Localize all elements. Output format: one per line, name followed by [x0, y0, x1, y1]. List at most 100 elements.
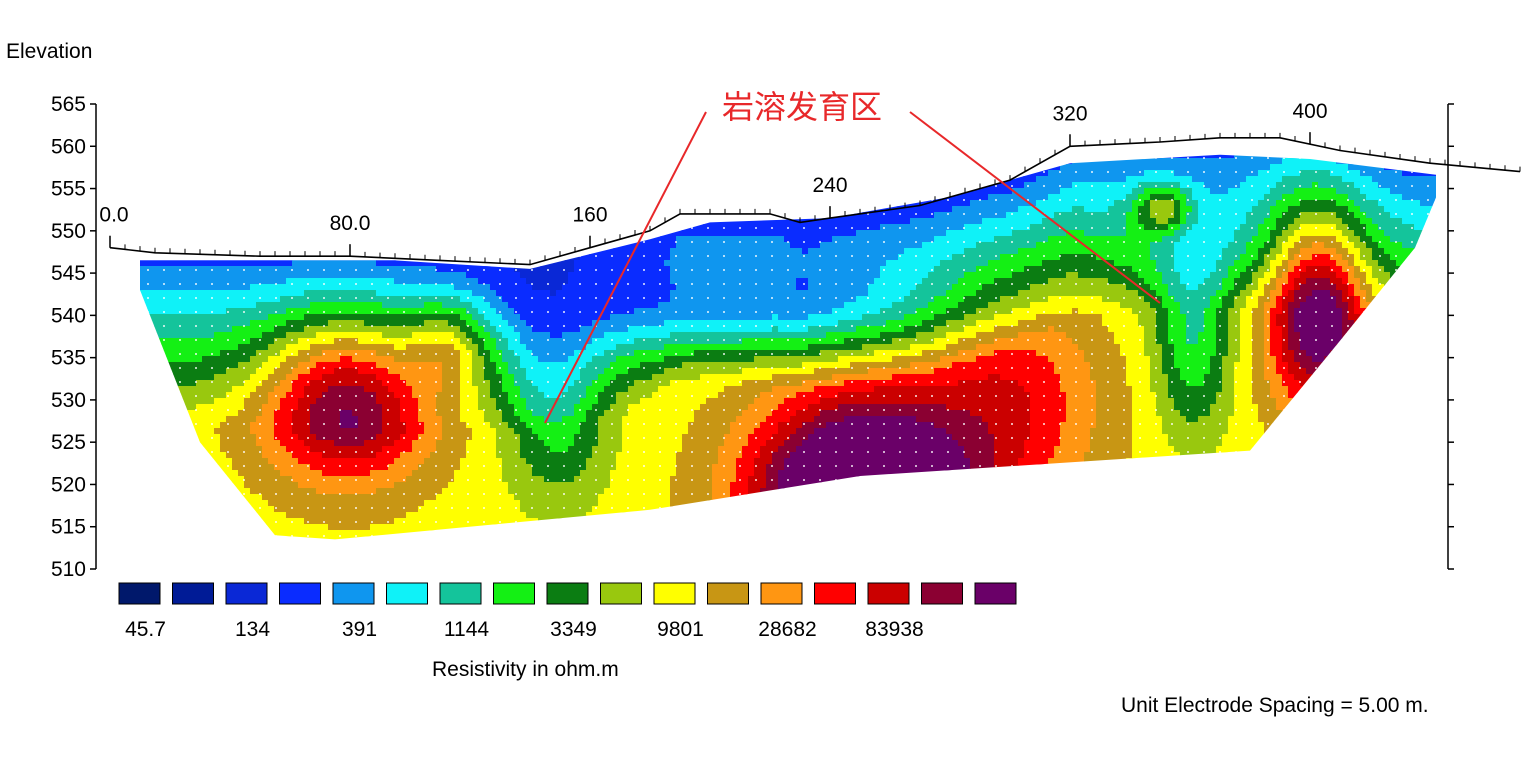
x-tick-label: 240	[812, 174, 847, 197]
resistivity-cell	[1378, 296, 1391, 303]
resistivity-cell	[1066, 494, 1115, 501]
y-tick-label: 560	[51, 135, 86, 158]
resistivity-cell	[1390, 386, 1436, 393]
resistivity-cell	[1324, 410, 1355, 417]
resistivity-cell	[1354, 416, 1385, 423]
resistivity-cell	[1084, 548, 1436, 555]
resistivity-cell	[1426, 296, 1436, 303]
resistivity-cell	[140, 500, 269, 507]
resistivity-cell	[100, 332, 113, 339]
resistivity-cell	[1024, 554, 1079, 561]
resistivity-cell	[514, 230, 539, 237]
resistivity-cell	[1078, 464, 1127, 471]
resistivity-cell	[712, 530, 737, 537]
resistivity-cell	[772, 494, 965, 501]
x-axis-ticks: 0.0 80.0 160 240 320 400	[99, 100, 1328, 257]
resistivity-cell	[1372, 440, 1436, 447]
resistivity-cell	[1294, 398, 1343, 405]
resistivity-cell	[790, 158, 833, 165]
resistivity-cell	[1300, 428, 1343, 435]
colorbar-swatch	[118, 582, 161, 605]
resistivity-cell	[1402, 332, 1436, 339]
datapoint-dots	[140, 154, 1440, 540]
resistivity-cell	[988, 476, 1013, 483]
resistivity-cell	[1276, 452, 1361, 459]
y-tick-label: 525	[51, 431, 86, 454]
resistivity-cell	[1324, 356, 1343, 363]
resistivity-cell	[1030, 158, 1073, 165]
resistivity-cell	[958, 548, 977, 555]
annotation-arrow-left	[544, 111, 707, 424]
resistivity-cell	[1264, 434, 1313, 441]
resistivity-cell	[1378, 338, 1403, 345]
resistivity-cell	[140, 182, 611, 189]
resistivity-cell	[1318, 392, 1325, 399]
resistivity-cell	[970, 476, 989, 483]
resistivity-cell	[140, 470, 239, 477]
resistivity-cell	[1276, 446, 1367, 453]
resistivity-cell	[1030, 494, 1067, 501]
resistivity-cell	[1312, 434, 1325, 441]
resistivity-cell	[994, 518, 1019, 525]
resistivity-cell	[1336, 368, 1349, 375]
resistivity-cell	[214, 242, 257, 249]
resistivity-cell	[676, 542, 713, 549]
resistivity-cell	[140, 200, 449, 207]
colorbar-label: Resistivity in ohm.m	[432, 658, 619, 681]
resistivity-cell	[1366, 344, 1379, 351]
resistivity-cell	[1030, 500, 1061, 507]
resistivity-cell	[1000, 146, 1049, 153]
resistivity-cell	[952, 536, 965, 540]
resistivity-cell	[1366, 314, 1379, 321]
resistivity-cell	[970, 554, 995, 561]
resistivity-cell	[448, 200, 551, 207]
resistivity-cell	[736, 530, 755, 537]
resistivity-cell	[952, 554, 971, 561]
surface-line	[109, 137, 1521, 266]
resistivity-cell	[1390, 296, 1427, 303]
right-axis	[1447, 103, 1454, 570]
x-tick-label: 400	[1292, 100, 1327, 123]
resistivity-cell	[784, 536, 953, 540]
resistivity-cell	[1006, 536, 1037, 540]
resistivity-cell	[1366, 392, 1391, 399]
resistivity-cell	[140, 536, 677, 540]
resistivity-cell	[1030, 548, 1085, 555]
resistivity-cell	[1396, 380, 1436, 387]
resistivity-cell	[140, 164, 665, 171]
resistivity-cell	[1402, 344, 1436, 351]
resistivity-cell	[970, 488, 989, 495]
resistivity-cell	[1414, 248, 1436, 255]
resistivity-cell	[1306, 386, 1337, 393]
resistivity-cell	[676, 182, 791, 189]
resistivity-cell	[1336, 386, 1355, 393]
resistivity-cell	[1402, 284, 1436, 291]
resistivity-cell	[766, 530, 779, 537]
x-tick-label: 320	[1052, 102, 1087, 125]
resistivity-cell	[1378, 326, 1397, 333]
colorbar-swatch	[172, 582, 214, 605]
resistivity-cell	[982, 536, 1007, 540]
resistivity-cell	[1288, 416, 1355, 423]
y-tick-label: 540	[51, 304, 86, 327]
resistivity-cell	[140, 248, 449, 255]
resistivity-cell	[1084, 542, 1436, 549]
y-tick-label: 545	[51, 262, 86, 285]
resistivity-cell	[140, 176, 635, 183]
resistivity-cell	[1048, 518, 1103, 525]
resistivity-cell	[1348, 464, 1436, 471]
resistivity-cell	[1342, 428, 1379, 435]
resistivity-cell	[100, 188, 119, 195]
resistivity-cell	[1402, 266, 1436, 273]
resistivity-cell	[1078, 554, 1436, 561]
resistivity-cell	[140, 188, 593, 195]
resistivity-cell	[772, 542, 785, 549]
resistivity-cell	[1342, 362, 1355, 369]
resistivity-cell	[1396, 326, 1436, 333]
resistivity-cell	[1012, 476, 1043, 483]
resistivity-cell	[140, 404, 197, 411]
resistivity-cell	[1012, 530, 1043, 537]
resistivity-cell	[1396, 350, 1436, 357]
resistivity-cell	[712, 500, 731, 507]
